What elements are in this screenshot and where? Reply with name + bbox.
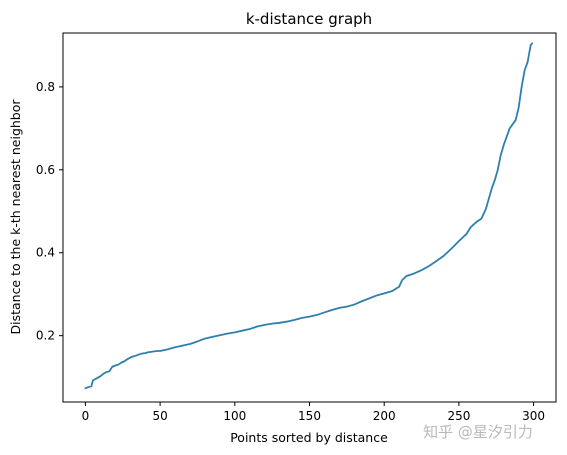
plot-area	[84, 42, 533, 390]
y-tick-label: 0.2	[36, 329, 55, 343]
y-tick-label: 0.6	[36, 163, 55, 177]
x-tick-label: 200	[373, 409, 396, 423]
x-tick-label: 250	[447, 409, 470, 423]
axis-ticks: 0 50 100 150 200 250 300 0.2 0.4 0.6 0.8	[36, 80, 545, 423]
y-tick-label: 0.4	[36, 246, 55, 260]
x-axis-label: Points sorted by distance	[230, 430, 388, 445]
y-axis-label: Distance to the k-th nearest neighbor	[8, 99, 23, 335]
x-tick-label: 100	[223, 409, 246, 423]
y-tick-label: 0.8	[36, 80, 55, 94]
x-tick-label: 300	[522, 409, 545, 423]
x-tick-label: 50	[152, 409, 167, 423]
plot-frame	[62, 32, 557, 403]
x-tick-label: 0	[82, 409, 90, 423]
chart-title: k-distance graph	[246, 10, 372, 28]
x-tick-label: 150	[298, 409, 321, 423]
series-line-0	[84, 42, 533, 390]
watermark-text: 知乎 @星汐引力	[423, 423, 533, 441]
